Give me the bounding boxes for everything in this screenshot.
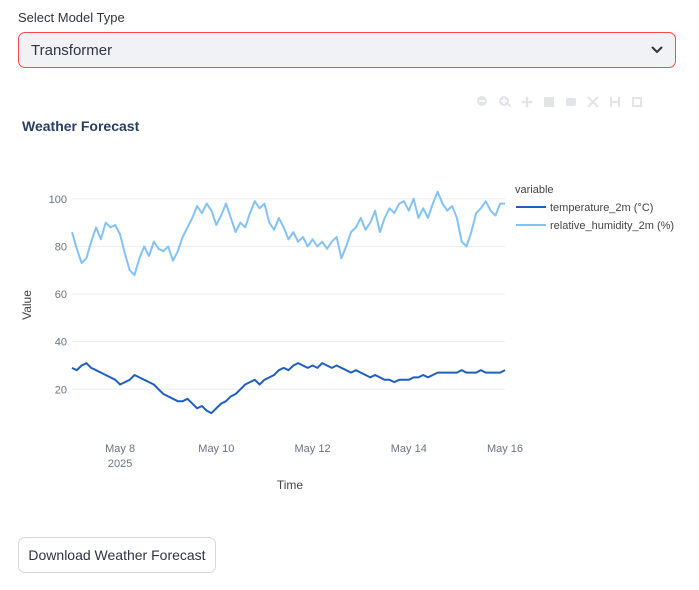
y-tick-label: 80 [55,241,67,253]
model-type-selected-value: Transformer [31,42,113,59]
chart-series [71,190,506,415]
chart-gridlines [72,198,505,390]
x-tick-label: May 16 [487,443,523,455]
download-png-icon[interactable] [630,95,644,109]
y-tick-label: 20 [55,384,67,396]
y-tick-label: 60 [55,289,67,301]
zoom-in-icon[interactable] [498,95,512,109]
x-axis-ticks: May 8 2025 May 10 May 12 May 14 May 16 [105,443,523,470]
x-tick-label: May 12 [295,443,331,455]
x-tick-label: May 8 [105,443,135,455]
model-type-select[interactable]: Transformer [18,32,676,68]
x-tick-label: May 10 [198,443,234,455]
legend-title: variable [515,184,554,196]
download-forecast-button[interactable]: Download Weather Forecast [18,537,216,573]
y-axis-label: Value [20,290,34,320]
autoscale-icon[interactable] [586,95,600,109]
x-tick-sublabel: 2025 [108,458,132,470]
x-tick-label: May 14 [391,443,427,455]
box-select-icon[interactable] [542,95,556,109]
chart-title: Weather Forecast [22,118,140,134]
chevron-down-icon [651,46,663,53]
pan-icon[interactable] [520,95,534,109]
y-tick-label: 40 [55,337,67,349]
legend-entry-label[interactable]: temperature_2m (°C) [550,202,653,214]
lasso-icon[interactable] [564,95,578,109]
zoom-out-icon[interactable] [476,95,490,109]
y-axis-ticks: 20 40 60 80 100 [49,194,67,396]
chart-legend: variable temperature_2m (°C) relative_hum… [515,184,674,232]
series-line-temperature[interactable] [71,362,506,415]
x-axis-label: Time [277,478,304,492]
y-tick-label: 100 [49,194,67,206]
series-line-humidity[interactable] [71,190,505,276]
reset-axes-icon[interactable] [608,95,622,109]
chart-modebar [476,93,676,111]
legend-entry-label[interactable]: relative_humidity_2m (%) [550,220,674,232]
model-type-label: Select Model Type [18,10,125,25]
